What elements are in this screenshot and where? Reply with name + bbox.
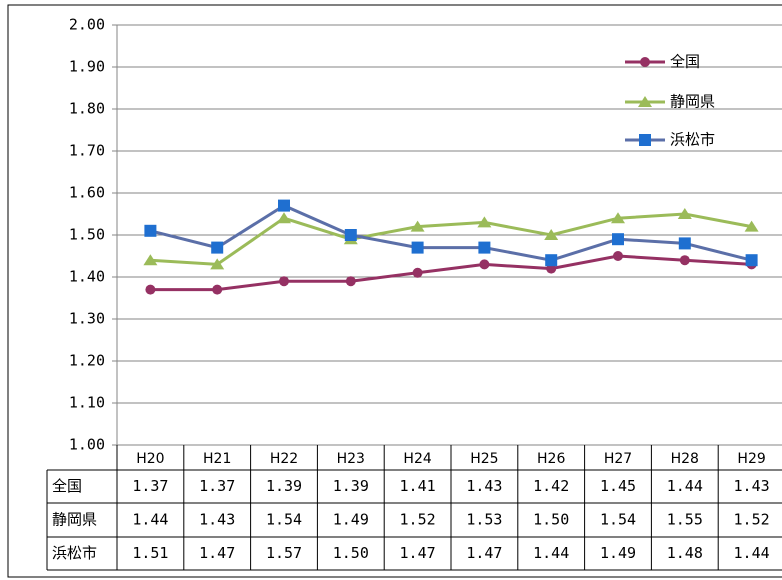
marker <box>412 267 423 278</box>
table-cell: 1.54 <box>266 511 302 529</box>
table-cell: 1.37 <box>132 477 168 495</box>
table-cell: 1.50 <box>533 511 569 529</box>
table-cell: 1.50 <box>333 544 369 562</box>
table-cell: 1.51 <box>132 544 168 562</box>
table-cell: 1.43 <box>199 511 235 529</box>
marker <box>744 220 759 232</box>
marker <box>613 251 623 261</box>
x-tick-label: H23 <box>337 451 365 467</box>
marker <box>212 284 223 295</box>
marker <box>612 233 624 246</box>
marker <box>611 212 625 224</box>
marker <box>344 229 357 241</box>
y-tick-label: 1.60 <box>69 184 105 202</box>
x-tick-label: H22 <box>270 451 298 467</box>
marker <box>477 216 492 228</box>
table-cell: 1.54 <box>600 511 636 529</box>
table-cell: 1.43 <box>734 477 770 495</box>
table-cell: 1.47 <box>199 544 235 562</box>
table-cell: 1.42 <box>533 477 569 495</box>
table-cell: 1.47 <box>400 544 436 562</box>
row-label: 浜松市 <box>52 544 97 562</box>
marker <box>145 284 156 295</box>
marker <box>410 220 425 232</box>
marker <box>345 276 356 287</box>
table-cell: 1.52 <box>400 511 436 529</box>
table-cell: 1.55 <box>667 511 703 529</box>
table-cell: 1.37 <box>199 477 235 495</box>
table-cell: 1.48 <box>667 544 703 562</box>
table-cell: 1.39 <box>266 477 302 495</box>
y-tick-label: 2.00 <box>69 16 105 34</box>
marker <box>478 241 491 254</box>
marker <box>479 259 490 270</box>
marker <box>277 212 291 224</box>
marker <box>678 237 691 250</box>
x-tick-label: H29 <box>737 451 765 467</box>
row-label: 全国 <box>52 477 82 495</box>
table-cell: 1.44 <box>533 544 569 562</box>
legend-marker <box>640 57 650 67</box>
marker <box>544 229 559 240</box>
y-tick-label: 1.90 <box>69 58 105 76</box>
table-cell: 1.49 <box>600 544 636 562</box>
table-cell: 1.44 <box>132 511 168 529</box>
x-tick-label: H28 <box>671 451 699 467</box>
marker <box>677 208 692 219</box>
marker <box>210 258 225 270</box>
table-cell: 1.44 <box>734 544 770 562</box>
y-tick-label: 1.80 <box>69 100 105 118</box>
table-cell: 1.53 <box>466 511 502 529</box>
series-line <box>150 203 752 262</box>
x-tick-label: H25 <box>470 451 498 467</box>
marker <box>211 241 224 254</box>
x-tick-label: H21 <box>203 451 231 467</box>
marker <box>411 241 424 254</box>
y-tick-label: 1.50 <box>69 226 105 244</box>
table-cell: 1.44 <box>667 477 703 495</box>
y-tick-label: 1.10 <box>69 394 105 412</box>
table-cell: 1.57 <box>266 544 302 562</box>
legend-marker <box>639 134 651 146</box>
y-tick-label: 1.30 <box>69 310 105 328</box>
y-tick-label: 1.20 <box>69 352 105 370</box>
marker <box>545 254 558 267</box>
series-line <box>150 212 752 266</box>
x-tick-label: H26 <box>537 451 565 467</box>
legend-label: 静岡県 <box>670 93 715 111</box>
row-label: 静岡県 <box>52 511 97 529</box>
x-tick-label: H20 <box>136 451 164 467</box>
table-cell: 1.45 <box>600 477 636 495</box>
marker <box>279 276 289 287</box>
table-cell: 1.41 <box>400 477 436 495</box>
marker <box>745 254 758 267</box>
marker <box>278 199 290 212</box>
series-line <box>150 254 752 292</box>
marker <box>679 255 690 266</box>
marker <box>143 254 158 266</box>
chart-border <box>7 4 782 578</box>
marker <box>144 224 157 237</box>
table-cell: 1.47 <box>466 544 502 562</box>
table-cell: 1.39 <box>333 477 369 495</box>
table-cell: 1.49 <box>333 511 369 529</box>
y-tick-label: 1.70 <box>69 142 105 160</box>
y-tick-label: 1.00 <box>69 436 105 454</box>
legend-marker <box>638 96 652 107</box>
legend-label: 浜松市 <box>670 131 715 149</box>
legend-label: 全国 <box>670 53 700 71</box>
y-tick-label: 1.40 <box>69 268 105 286</box>
x-tick-label: H24 <box>403 451 431 467</box>
table-cell: 1.52 <box>734 511 770 529</box>
x-tick-label: H27 <box>604 451 632 467</box>
table-cell: 1.43 <box>466 477 502 495</box>
